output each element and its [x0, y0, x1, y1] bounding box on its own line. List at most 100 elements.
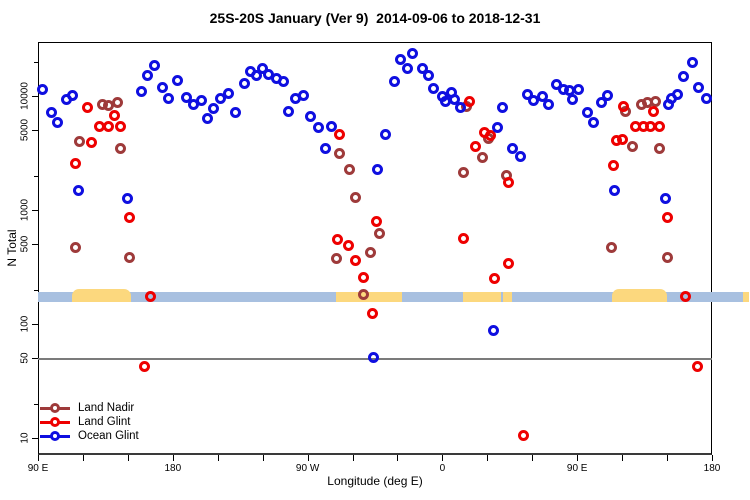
data-point-ocean-glint [609, 185, 621, 197]
data-point-ocean-glint [180, 91, 192, 103]
x-tick-label: 180 [703, 463, 721, 474]
x-tick [172, 455, 174, 461]
y-tick-label: 10 [19, 432, 31, 444]
x-tick [442, 455, 444, 461]
x-tick [217, 455, 219, 461]
data-point-land-glint [81, 102, 93, 114]
data-point-ocean-glint [326, 121, 338, 133]
data-point-land-nadir [606, 241, 618, 253]
data-point-ocean-glint [448, 93, 460, 105]
legend-item-ocean-glint: Ocean Glint [40, 429, 139, 443]
data-point-land-glint [123, 212, 135, 224]
data-point-ocean-glint [402, 63, 414, 75]
data-point-ocean-glint [507, 143, 519, 155]
data-point-ocean-glint [66, 89, 78, 101]
x-tick [397, 455, 399, 461]
data-point-ocean-glint [537, 90, 549, 102]
data-point-ocean-glint [672, 88, 684, 100]
data-point-land-glint [616, 134, 628, 146]
data-point-ocean-glint [379, 128, 391, 140]
data-point-land-nadir [649, 95, 661, 107]
data-point-ocean-glint [514, 151, 526, 163]
x-tick-label: 180 [164, 463, 182, 474]
x-tick [352, 455, 354, 461]
data-point-land-glint [114, 121, 126, 133]
data-point-land-glint [661, 212, 673, 224]
data-point-ocean-glint [427, 82, 439, 94]
x-axis-title: Longitude (deg E) [327, 474, 423, 488]
x-tick [667, 455, 669, 461]
x-tick-label: 90 E [27, 463, 49, 474]
x-tick [622, 455, 624, 461]
data-point-ocean-glint [122, 193, 134, 205]
data-point-ocean-glint [201, 112, 213, 124]
legend-label: Ocean Glint [78, 430, 139, 442]
data-point-land-nadir [344, 164, 356, 176]
data-point-ocean-glint [72, 185, 84, 197]
data-point-land-glint [648, 106, 660, 118]
x-tick [532, 455, 534, 461]
data-point-ocean-glint [487, 325, 499, 337]
data-point-ocean-glint [454, 102, 466, 114]
data-point-land-glint [654, 121, 666, 133]
data-point-land-nadir [69, 242, 81, 254]
data-point-land-nadir [654, 143, 666, 155]
legend-item-land-glint: Land Glint [40, 415, 139, 429]
data-point-ocean-glint [417, 62, 429, 74]
plot-area [38, 42, 712, 455]
data-point-land-nadir [123, 251, 135, 263]
data-point-ocean-glint [305, 111, 317, 123]
data-point-land-glint [350, 255, 362, 267]
data-point-land-glint [502, 177, 514, 189]
x-tick-label: 90 W [295, 463, 320, 474]
data-point-ocean-glint [230, 107, 242, 119]
x-tick [262, 455, 264, 461]
data-point-land-glint [457, 232, 469, 244]
land-nadir-marker-icon [40, 401, 70, 415]
x-tick [577, 455, 579, 461]
data-point-ocean-glint [282, 106, 294, 118]
land-segment [611, 288, 668, 302]
data-point-ocean-glint [368, 351, 379, 363]
land-segment [743, 291, 750, 302]
data-point-ocean-glint [222, 87, 234, 99]
data-point-ocean-glint [543, 98, 555, 110]
x-tick [712, 455, 713, 461]
data-point-ocean-glint [394, 54, 406, 66]
data-point-land-glint [463, 95, 475, 107]
data-point-land-nadir [114, 143, 126, 155]
data-point-land-nadir [373, 228, 385, 240]
data-point-land-glint [618, 100, 630, 112]
x-tick-label: 90 E [566, 463, 588, 474]
ocean-glint-marker-icon [40, 429, 70, 443]
y-minor-tick [34, 175, 38, 177]
data-point-land-glint [679, 290, 691, 302]
data-point-ocean-glint [700, 92, 712, 104]
data-point-ocean-glint [372, 164, 384, 176]
data-point-ocean-glint [239, 77, 251, 89]
data-point-land-glint [691, 361, 703, 373]
data-point-ocean-glint [660, 193, 672, 205]
data-point-ocean-glint [693, 81, 705, 93]
data-point-ocean-glint [582, 107, 594, 119]
land-segment [336, 291, 402, 302]
y-tick [32, 438, 38, 439]
data-point-land-glint [366, 307, 378, 319]
data-point-ocean-glint [567, 93, 579, 105]
data-point-land-glint [607, 160, 619, 172]
data-point-ocean-glint [423, 70, 435, 82]
data-point-land-glint [489, 273, 501, 285]
data-point-land-glint [69, 157, 81, 169]
y-axis-title: N Total [5, 229, 19, 267]
data-point-ocean-glint [320, 143, 332, 155]
data-point-land-nadir [333, 147, 345, 159]
data-point-land-glint [138, 361, 150, 373]
data-point-ocean-glint [135, 86, 147, 98]
y-tick-label: 50 [19, 352, 31, 364]
y-tick [32, 210, 38, 211]
data-point-land-glint [484, 129, 496, 141]
y-tick [32, 96, 38, 97]
land-segment [503, 291, 513, 302]
data-point-land-glint [333, 128, 345, 140]
